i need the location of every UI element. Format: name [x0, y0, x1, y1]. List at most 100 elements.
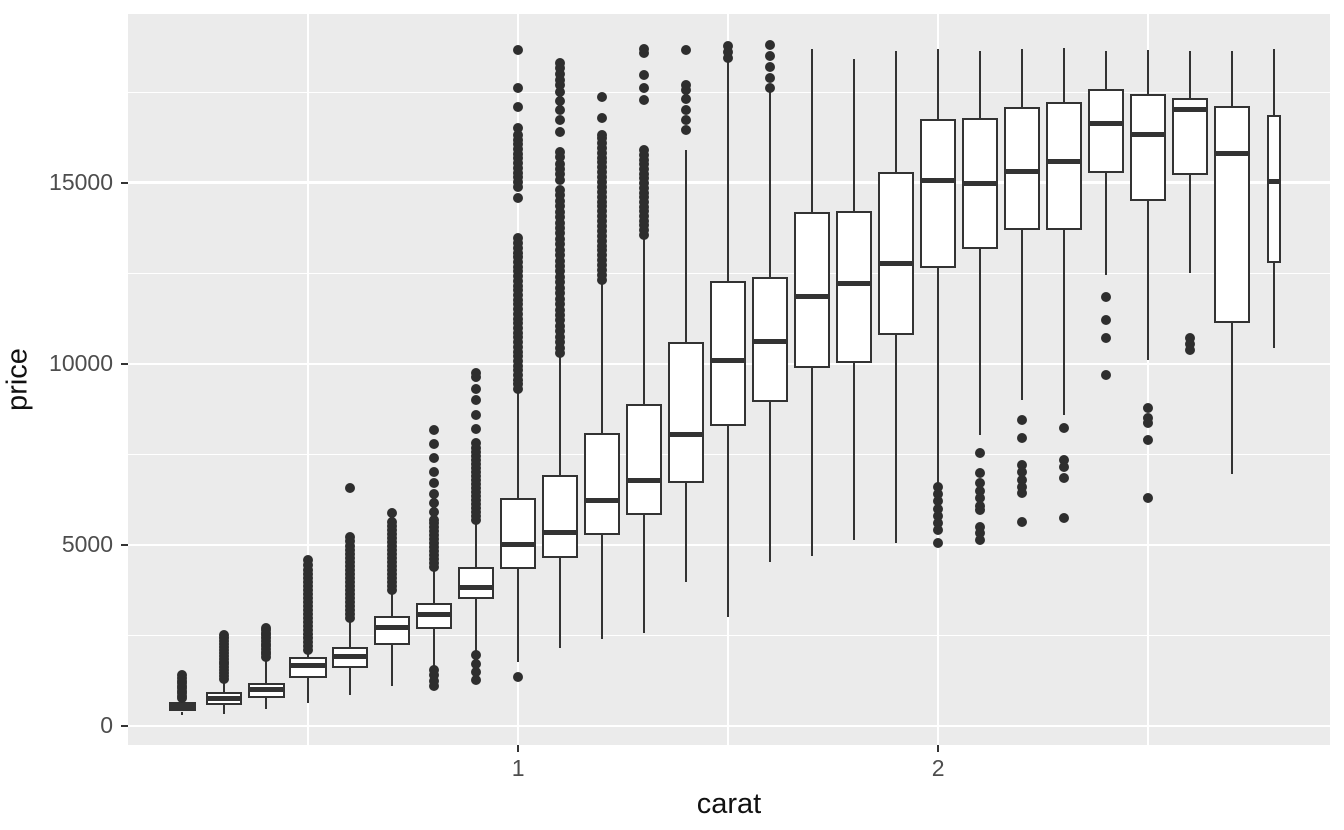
whisker-lower: [894, 334, 898, 543]
whisker-upper: [1020, 48, 1024, 107]
outlier-dot: [555, 201, 566, 212]
outlier-dot: [933, 538, 944, 549]
outlier-dot: [555, 293, 566, 304]
outlier-dot: [555, 57, 566, 68]
outlier-dot: [1059, 422, 1070, 433]
whisker-upper: [390, 591, 394, 616]
gridline-minor-x: [307, 14, 309, 745]
box-iqr: [920, 119, 957, 268]
outlier-dot: [597, 91, 608, 102]
outlier-dot: [303, 565, 314, 576]
outlier-dot: [513, 290, 524, 301]
outlier-dot: [513, 232, 524, 243]
y-tick-mark: [121, 724, 128, 728]
y-tick-label: 0: [100, 712, 113, 739]
outlier-dot: [513, 257, 524, 268]
box-iqr: [1130, 94, 1167, 201]
outlier-dot: [1017, 481, 1028, 492]
outlier-dot: [555, 250, 566, 261]
outlier-dot: [555, 164, 566, 174]
outlier-dot: [429, 478, 440, 489]
outlier-dot: [1059, 454, 1070, 465]
outlier-dot: [765, 82, 776, 93]
outlier-dot: [975, 467, 986, 478]
whisker-lower: [1062, 229, 1066, 415]
outlier-dot: [1101, 370, 1112, 381]
whisker-upper: [1188, 50, 1192, 99]
whisker-lower: [1272, 262, 1276, 348]
outlier-dot: [1017, 474, 1028, 485]
outlier-dot: [513, 158, 524, 169]
whisker-lower: [474, 599, 478, 651]
outlier-dot: [1143, 492, 1154, 503]
outlier-dot: [1101, 291, 1112, 302]
outlier-dot: [513, 177, 524, 188]
outlier-dot: [555, 271, 566, 282]
outlier-dot: [1059, 472, 1070, 483]
median-line: [1088, 120, 1125, 126]
median-line: [247, 687, 285, 693]
outlier-dot: [597, 172, 608, 183]
median-line: [500, 542, 537, 548]
outlier-dot: [471, 367, 482, 378]
outlier-dot: [1143, 417, 1154, 428]
outlier-dot: [597, 265, 608, 276]
outlier-dot: [555, 239, 566, 250]
median-line: [962, 180, 999, 186]
box-iqr: [1214, 105, 1251, 323]
outlier-dot: [639, 178, 650, 189]
outlier-dot: [303, 554, 314, 565]
whisker-upper: [1272, 48, 1276, 116]
outlier-dot: [303, 560, 314, 571]
outlier-dot: [597, 211, 608, 222]
median-line: [710, 358, 747, 364]
outlier-dot: [975, 521, 986, 532]
outlier-dot: [1143, 434, 1154, 445]
gridline-minor-y: [128, 634, 1330, 637]
whisker-lower: [852, 363, 856, 540]
whisker-lower: [1188, 174, 1192, 273]
outlier-dot: [639, 225, 650, 236]
gridline-minor-x: [1147, 14, 1149, 745]
median-line: [206, 695, 243, 701]
outlier-dot: [429, 670, 440, 681]
outlier-dot: [1101, 333, 1112, 344]
outlier-dot: [597, 177, 608, 188]
outlier-dot: [429, 675, 440, 686]
outlier-dot: [555, 223, 566, 234]
outlier-dot: [597, 255, 608, 266]
outlier-dot: [1143, 403, 1154, 414]
box-iqr: [1088, 88, 1125, 173]
outlier-dot: [933, 518, 944, 529]
outlier-dot: [555, 114, 566, 125]
outlier-dot: [975, 528, 986, 539]
outlier-dot: [555, 337, 566, 348]
outlier-dot: [597, 260, 608, 271]
outlier-dot: [1185, 333, 1196, 344]
y-axis-title: price: [1, 347, 34, 411]
outlier-dot: [639, 95, 650, 106]
outlier-dot: [471, 442, 482, 453]
outlier-dot: [513, 101, 524, 112]
outlier-dot: [555, 342, 566, 353]
outlier-dot: [513, 671, 524, 682]
outlier-dot: [1017, 459, 1028, 470]
outlier-dot: [513, 122, 524, 133]
whisker-upper: [1104, 50, 1108, 89]
whisker-lower: [348, 668, 352, 695]
outlier-dot: [555, 158, 566, 169]
x-tick-label: 1: [511, 755, 525, 781]
whisker-upper: [222, 681, 226, 692]
outlier-dot: [681, 85, 692, 96]
outlier-dot: [555, 309, 566, 320]
outlier-dot: [681, 114, 692, 125]
outlier-dot: [975, 485, 986, 496]
outlier-dot: [471, 674, 482, 685]
whisker-upper: [1230, 50, 1234, 106]
whisker-lower: [558, 557, 562, 649]
box-iqr: [1267, 115, 1282, 263]
outlier-dot: [555, 266, 566, 277]
median-line: [542, 530, 579, 536]
whisker-upper: [264, 658, 268, 683]
median-line: [1172, 107, 1209, 113]
